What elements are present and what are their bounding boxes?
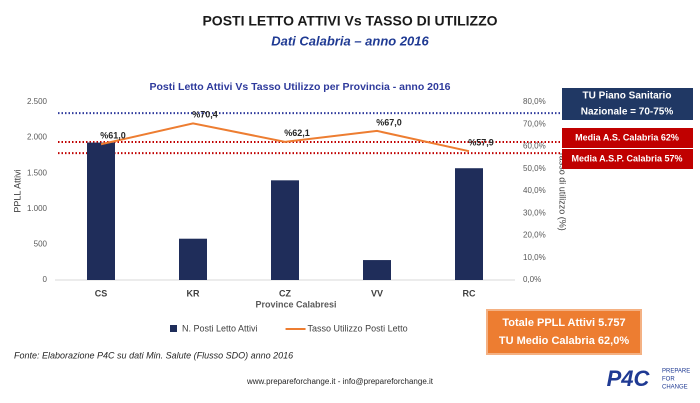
x-tick-label: CS bbox=[95, 288, 108, 298]
y2-tick-label: 20,0% bbox=[523, 231, 546, 240]
reference-box bbox=[562, 128, 693, 148]
reference-label: TU Piano Sanitario bbox=[583, 91, 672, 102]
legend-swatch bbox=[170, 325, 177, 332]
x-tick-label: VV bbox=[371, 288, 383, 298]
y-tick-label: 500 bbox=[34, 240, 48, 249]
reference-box bbox=[562, 149, 693, 169]
page-title: POSTI LETTO ATTIVI Vs TASSO DI UTILIZZO bbox=[202, 13, 497, 29]
y2-tick-label: 50,0% bbox=[523, 164, 546, 173]
y-tick-label: 2.000 bbox=[27, 133, 48, 142]
y2-axis-title: Tasso di utilizzo (%) bbox=[558, 151, 568, 231]
data-label: %57,9 bbox=[468, 138, 494, 148]
line bbox=[100, 122, 470, 153]
y-tick-label: 1.000 bbox=[27, 204, 48, 213]
summary-text: Totale PPLL Attivi 5.757 bbox=[502, 317, 625, 329]
y2-tick-label: 70,0% bbox=[523, 119, 546, 128]
data-label: %70,4 bbox=[192, 110, 218, 120]
y2-tick-label: 0,0% bbox=[523, 275, 541, 284]
x-tick-label: RC bbox=[463, 288, 476, 298]
legend-label: Tasso Utilizzo Posti Letto bbox=[308, 323, 408, 333]
reference-label: Nazionale = 70-75% bbox=[581, 107, 674, 118]
bar bbox=[363, 260, 391, 280]
y-tick-label: 0 bbox=[43, 275, 48, 284]
x-axis-title: Province Calabresi bbox=[255, 299, 336, 309]
bar bbox=[271, 180, 299, 280]
y-tick-label: 2.500 bbox=[27, 97, 48, 106]
bar bbox=[179, 238, 207, 280]
chart-title: Posti Letto Attivi Vs Tasso Utilizzo per… bbox=[149, 81, 450, 93]
y-tick-label: 1.500 bbox=[27, 168, 48, 177]
x-tick-label: KR bbox=[187, 288, 200, 298]
reference-label: Media A.S.P. Calabria 57% bbox=[571, 153, 682, 163]
logo-mark: P4C bbox=[607, 366, 651, 391]
y2-tick-label: 10,0% bbox=[523, 253, 546, 262]
y2-tick-label: 40,0% bbox=[523, 186, 546, 195]
y2-tick-label: 60,0% bbox=[523, 142, 546, 151]
bar bbox=[455, 168, 483, 280]
data-label: %67,0 bbox=[376, 117, 402, 127]
summary-text: TU Medio Calabria 62,0% bbox=[499, 335, 629, 347]
logo-text: CHANGE bbox=[662, 385, 688, 391]
bar bbox=[87, 142, 115, 280]
logo-text: FOR bbox=[662, 377, 675, 383]
logo-text: PREPARE bbox=[662, 369, 690, 375]
footer: www.prepareforchange.it - info@preparefo… bbox=[246, 377, 434, 386]
x-tick-label: CZ bbox=[279, 288, 291, 298]
reference-box bbox=[562, 88, 693, 120]
source-note: Fonte: Elaborazione P4C su dati Min. Sal… bbox=[14, 350, 293, 360]
summary-box bbox=[486, 309, 642, 355]
y2-tick-label: 80,0% bbox=[523, 97, 546, 106]
reference-label: Media A.S. Calabria 62% bbox=[575, 132, 679, 142]
y-axis-title: PPLL Attivi bbox=[12, 169, 22, 212]
y2-tick-label: 30,0% bbox=[523, 208, 546, 217]
data-label: %62,1 bbox=[284, 128, 310, 138]
page-subtitle: Dati Calabria – anno 2016 bbox=[271, 33, 429, 48]
data-label: %61,0 bbox=[100, 131, 126, 141]
legend-label: N. Posti Letto Attivi bbox=[182, 323, 258, 333]
